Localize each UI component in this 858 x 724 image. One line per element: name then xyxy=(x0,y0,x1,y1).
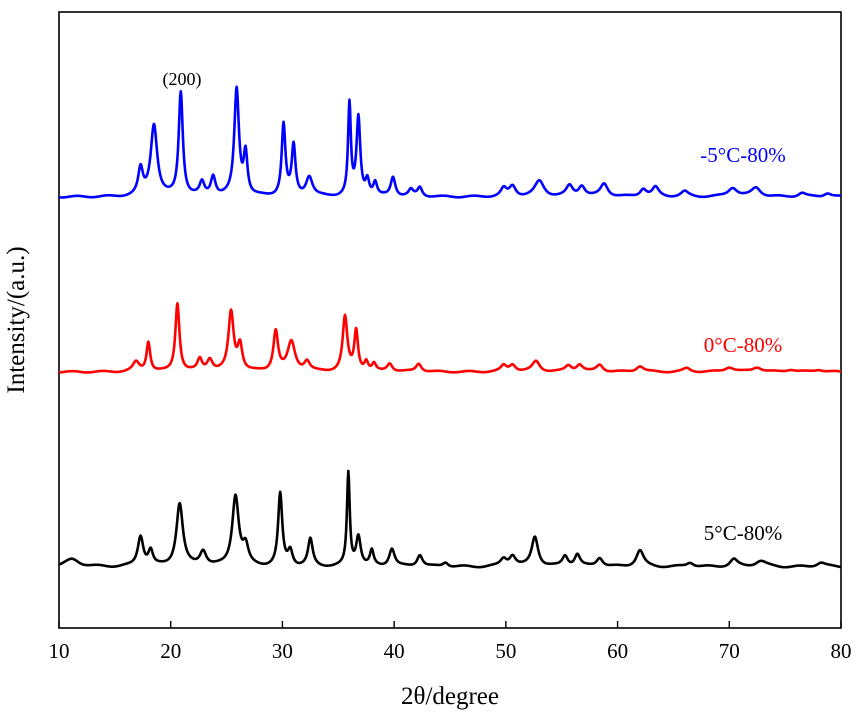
annotation-200: (200) xyxy=(163,69,202,90)
x-axis-ticks: 10 20 30 40 50 60 70 80 xyxy=(49,621,852,663)
series-line-1 xyxy=(58,302,842,374)
x-tick-label: 40 xyxy=(384,639,405,663)
x-tick-label: 10 xyxy=(49,639,70,663)
series-labels: -5°C-80% 0°C-80% 5°C-80% xyxy=(700,143,785,545)
series-label-2: 5°C-80% xyxy=(704,521,782,545)
series-line-0 xyxy=(58,85,842,199)
x-tick-label: 30 xyxy=(272,639,293,663)
series-line-2 xyxy=(58,469,842,569)
y-axis-title: Intensity/(a.u.) xyxy=(3,246,30,393)
series-label-1: 0°C-80% xyxy=(704,333,782,357)
x-tick-label: 70 xyxy=(719,639,740,663)
x-tick-label: 80 xyxy=(831,639,852,663)
series-label-0: -5°C-80% xyxy=(700,143,785,167)
series-group xyxy=(58,85,842,569)
x-tick-label: 50 xyxy=(495,639,516,663)
x-tick-label: 20 xyxy=(160,639,181,663)
x-tick-label: 60 xyxy=(607,639,628,663)
plot-frame xyxy=(58,11,842,629)
x-axis-title: 2θ/degree xyxy=(401,683,499,710)
